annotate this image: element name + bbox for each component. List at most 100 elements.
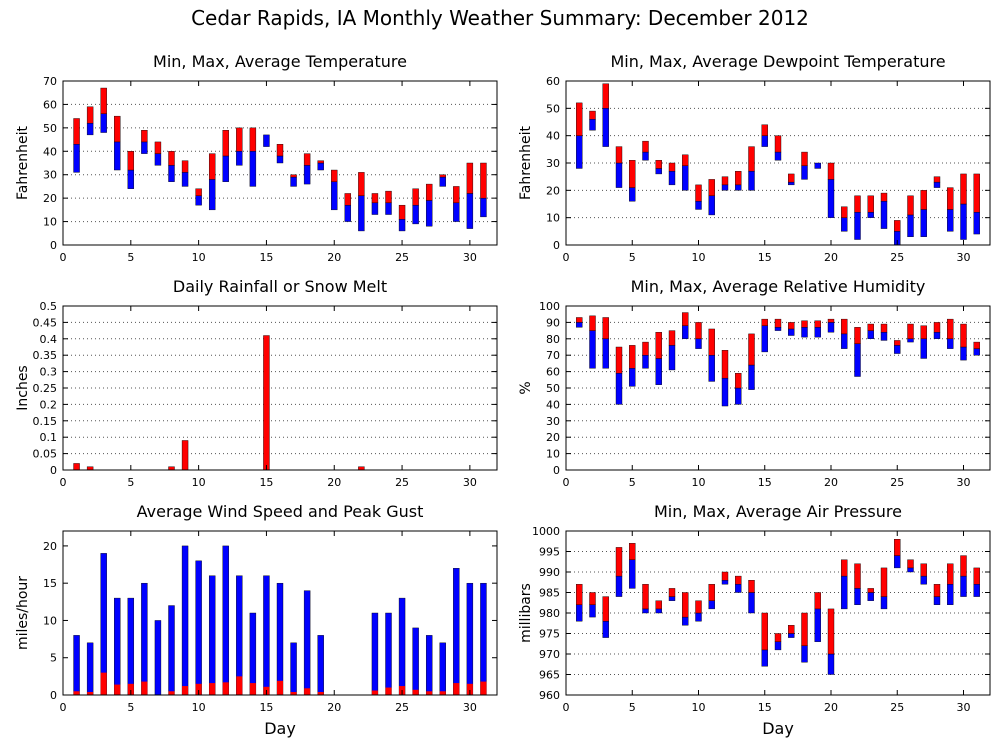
- bar-avg-max: [973, 567, 980, 585]
- bar-min-avg: [748, 170, 755, 191]
- bar-avg-max: [385, 190, 392, 204]
- bar-min-avg: [933, 181, 941, 188]
- x-tick-label: 0: [60, 701, 67, 714]
- y-tick-label: 50: [546, 102, 560, 115]
- x-tick-label: 30: [957, 476, 971, 489]
- bar-avg-wind: [182, 686, 189, 695]
- y-tick-label: 10: [546, 212, 560, 225]
- bar-min-avg: [933, 596, 941, 605]
- bar-peak-gust: [290, 642, 297, 696]
- y-tick-label: 0.05: [33, 448, 58, 461]
- bar-avg-max: [331, 169, 338, 182]
- chart-title: Min, Max, Average Temperature: [153, 52, 407, 71]
- bar-avg-max: [894, 340, 901, 346]
- bar-min-avg: [960, 203, 967, 240]
- y-tick-label: 20: [43, 192, 57, 205]
- y-axis-label: Inches: [15, 365, 31, 410]
- y-tick-label: 5: [50, 652, 57, 665]
- y-tick-label: 0: [50, 464, 57, 477]
- x-tick-label: 10: [192, 476, 206, 489]
- bar-avg-max: [933, 584, 941, 597]
- bar-rainfall: [263, 335, 270, 471]
- bar-avg-max: [236, 127, 243, 152]
- bar-min-avg: [602, 621, 609, 638]
- bar-avg-max: [141, 129, 148, 143]
- bar-avg-wind: [209, 683, 216, 695]
- bar-avg-max: [774, 318, 782, 328]
- bar-avg-max: [642, 584, 649, 610]
- x-tick-label: 30: [463, 251, 477, 264]
- bar-avg-max: [854, 195, 861, 213]
- bar-min-avg: [788, 181, 795, 186]
- chart-humidity: Min, Max, Average Relative Humidity 0 10 20…: [518, 277, 991, 489]
- bar-peak-gust: [86, 642, 94, 696]
- bar-min-avg: [761, 649, 768, 667]
- bar-avg-max: [933, 322, 941, 333]
- bar-min-avg: [358, 195, 365, 232]
- y-tick-label: 50: [43, 122, 57, 135]
- bar-min-avg: [973, 211, 980, 235]
- y-tick-label: 995: [539, 546, 560, 559]
- bar-avg-max: [748, 580, 755, 593]
- bar-avg-max: [642, 140, 649, 153]
- bar-avg-max: [761, 318, 768, 326]
- bar-avg-max: [208, 153, 216, 180]
- x-tick-label: 25: [395, 701, 409, 714]
- x-tick-label: 10: [692, 476, 706, 489]
- y-tick-label: 70: [546, 349, 560, 362]
- bar-avg-max: [412, 188, 419, 206]
- bar-avg-max: [827, 318, 835, 323]
- bar-avg-max: [195, 188, 202, 196]
- bar-avg-max: [854, 563, 861, 589]
- y-tick-label: 20: [546, 431, 560, 444]
- x-tick-label: 15: [758, 251, 772, 264]
- x-axis-label: Day: [264, 719, 296, 738]
- y-tick-label: 50: [546, 382, 560, 395]
- y-tick-label: 0: [50, 689, 57, 702]
- bar-avg-wind: [480, 681, 487, 695]
- x-tick-label: 25: [890, 476, 904, 489]
- y-tick-label: 990: [539, 566, 560, 579]
- y-tick-label: 15: [43, 577, 57, 590]
- bar-min-avg: [880, 332, 888, 341]
- bar-avg-wind: [127, 683, 134, 695]
- bar-peak-gust: [141, 582, 148, 696]
- bar-min-avg: [114, 141, 121, 171]
- bar-min-avg: [317, 162, 324, 171]
- bar-min-avg: [920, 575, 927, 585]
- bar-avg-max: [880, 192, 888, 202]
- bar-min-avg: [854, 588, 861, 606]
- chart-title: Min, Max, Average Relative Humidity: [631, 277, 926, 296]
- bar-min-avg: [303, 165, 311, 185]
- bar-avg-max: [154, 141, 162, 154]
- bar-min-avg: [655, 168, 662, 175]
- bar-avg-max: [615, 346, 623, 374]
- x-tick-label: 10: [192, 251, 206, 264]
- bar-min-avg: [398, 219, 406, 232]
- bar-min-avg: [801, 165, 808, 180]
- bar-avg-max: [655, 600, 662, 610]
- bar-min-avg: [774, 641, 782, 651]
- bar-avg-max: [947, 563, 954, 585]
- bar-min-avg: [668, 345, 676, 371]
- bar-avg-max: [880, 567, 888, 597]
- bar-avg-max: [466, 162, 474, 194]
- x-tick-label: 5: [127, 476, 134, 489]
- bar-avg-max: [398, 204, 406, 220]
- bar-avg-max: [629, 345, 636, 369]
- y-tick-label: 10: [546, 448, 560, 461]
- bar-min-avg: [629, 187, 636, 202]
- y-tick-label: 0: [50, 239, 57, 252]
- bar-min-avg: [748, 364, 755, 390]
- x-tick-label: 0: [563, 251, 570, 264]
- bar-min-avg: [682, 616, 689, 626]
- x-tick-label: 20: [824, 251, 838, 264]
- y-tick-label: 40: [546, 398, 560, 411]
- y-tick-label: 0.3: [40, 366, 58, 379]
- bar-avg-max: [439, 174, 446, 178]
- bar-peak-gust: [208, 575, 216, 696]
- bar-rainfall: [73, 463, 80, 471]
- y-axis-label: miles/hour: [15, 576, 31, 650]
- bar-min-avg: [249, 151, 257, 187]
- y-tick-label: 60: [546, 75, 560, 88]
